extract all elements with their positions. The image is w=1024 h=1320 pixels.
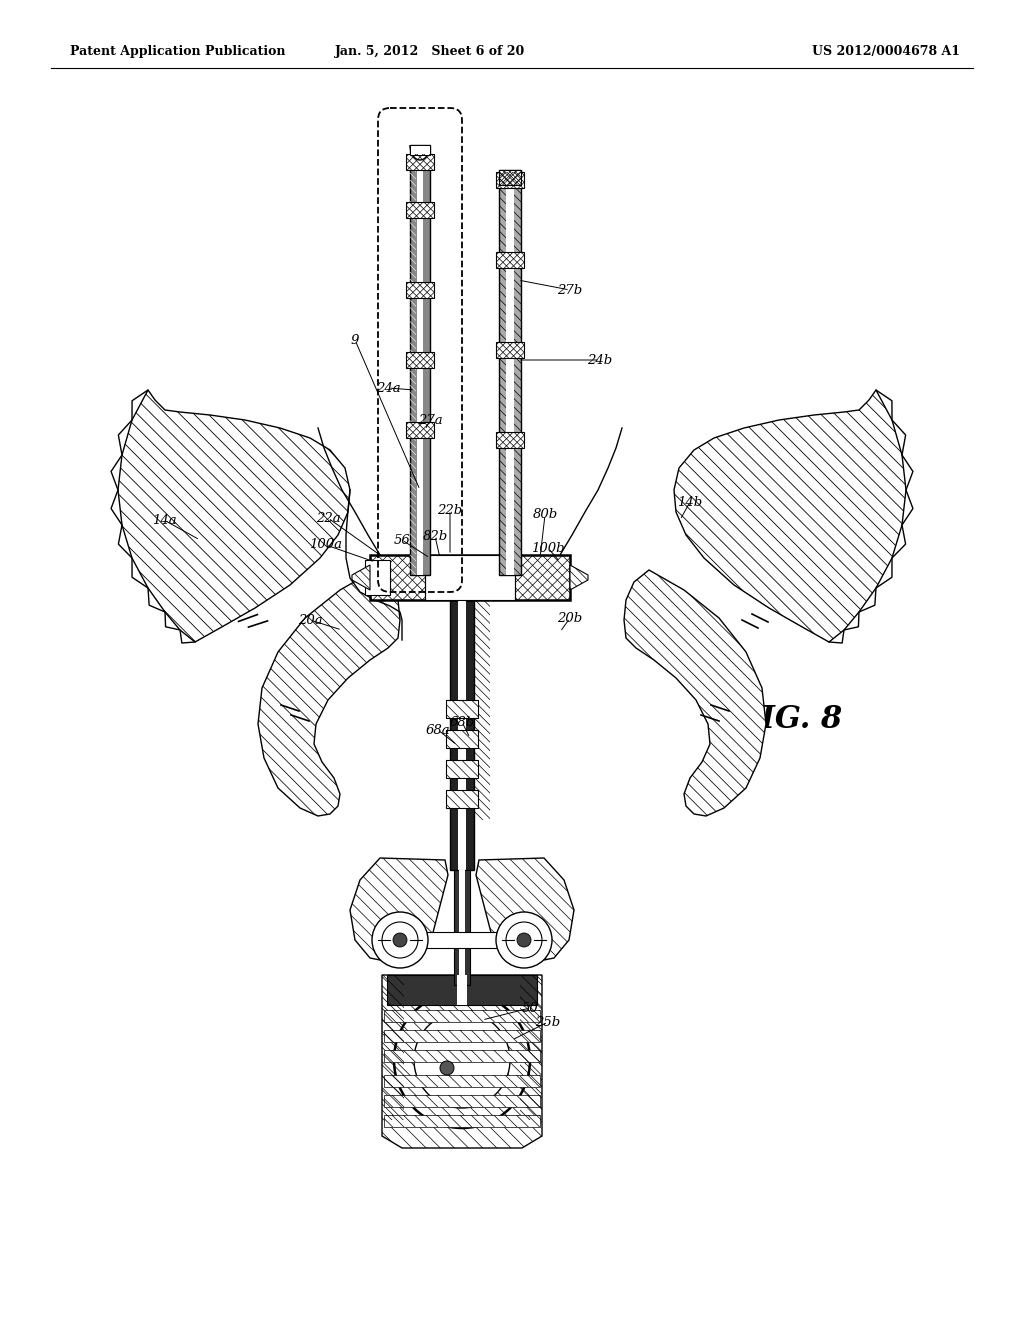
Circle shape (393, 933, 407, 946)
Circle shape (382, 921, 418, 958)
Text: 100a: 100a (309, 539, 342, 552)
Bar (506, 170, 514, 576)
Polygon shape (350, 858, 449, 962)
Text: 27a: 27a (418, 413, 442, 426)
Bar (410, 145, 430, 154)
Polygon shape (352, 565, 370, 590)
Circle shape (440, 1061, 454, 1074)
Polygon shape (365, 560, 390, 595)
Polygon shape (674, 389, 906, 642)
Text: 24b: 24b (588, 354, 612, 367)
Bar (406, 422, 434, 438)
Circle shape (372, 912, 428, 968)
Text: 20a: 20a (298, 614, 323, 627)
Bar (425, 554, 515, 601)
Bar (458, 601, 466, 870)
Bar (496, 252, 524, 268)
Text: 80b: 80b (532, 508, 558, 521)
Polygon shape (450, 601, 474, 870)
Text: 24a: 24a (376, 381, 400, 395)
Polygon shape (384, 1115, 540, 1127)
Text: FIG. 8: FIG. 8 (740, 705, 843, 735)
Circle shape (394, 993, 530, 1129)
Polygon shape (454, 870, 470, 985)
Bar (457, 975, 467, 1005)
Bar (406, 202, 434, 218)
Bar (499, 170, 521, 185)
Polygon shape (446, 730, 478, 748)
Polygon shape (384, 1010, 540, 1022)
Text: 27b: 27b (557, 284, 583, 297)
Bar (496, 432, 524, 447)
Bar (406, 282, 434, 298)
Polygon shape (624, 570, 766, 816)
Circle shape (506, 921, 542, 958)
Bar (406, 352, 434, 368)
Circle shape (496, 912, 552, 968)
Text: US 2012/0004678 A1: US 2012/0004678 A1 (812, 45, 961, 58)
Text: 22b: 22b (437, 503, 463, 516)
Polygon shape (446, 789, 478, 808)
Text: 22a: 22a (315, 511, 340, 524)
Circle shape (517, 933, 531, 946)
Polygon shape (382, 975, 542, 1148)
Text: 68a: 68a (426, 723, 451, 737)
Text: 20b: 20b (557, 611, 583, 624)
Text: Patent Application Publication: Patent Application Publication (70, 45, 286, 58)
Polygon shape (410, 145, 430, 576)
Text: 56: 56 (393, 533, 411, 546)
Text: 50: 50 (521, 1002, 539, 1015)
Text: 14a: 14a (152, 513, 176, 527)
Text: 82b: 82b (422, 529, 447, 543)
Polygon shape (570, 565, 588, 590)
Polygon shape (446, 700, 478, 718)
Polygon shape (384, 1030, 540, 1041)
Polygon shape (384, 1074, 540, 1086)
Polygon shape (476, 858, 574, 962)
Bar (406, 154, 434, 170)
Bar (496, 172, 524, 187)
Polygon shape (446, 760, 478, 777)
Polygon shape (499, 170, 521, 576)
Polygon shape (118, 389, 350, 642)
Text: 100b: 100b (531, 541, 565, 554)
Bar (459, 870, 465, 985)
Polygon shape (384, 1096, 540, 1107)
Polygon shape (384, 1049, 540, 1063)
Text: 25b: 25b (536, 1015, 560, 1028)
Circle shape (414, 1012, 510, 1107)
Bar (496, 342, 524, 358)
Text: 68b: 68b (450, 715, 475, 729)
Text: 14b: 14b (677, 495, 702, 508)
Polygon shape (370, 554, 570, 601)
Polygon shape (387, 975, 537, 1005)
Text: Jan. 5, 2012   Sheet 6 of 20: Jan. 5, 2012 Sheet 6 of 20 (335, 45, 525, 58)
Bar (417, 145, 423, 576)
Polygon shape (258, 570, 400, 816)
Bar (400, 932, 524, 948)
Text: 9: 9 (351, 334, 359, 346)
